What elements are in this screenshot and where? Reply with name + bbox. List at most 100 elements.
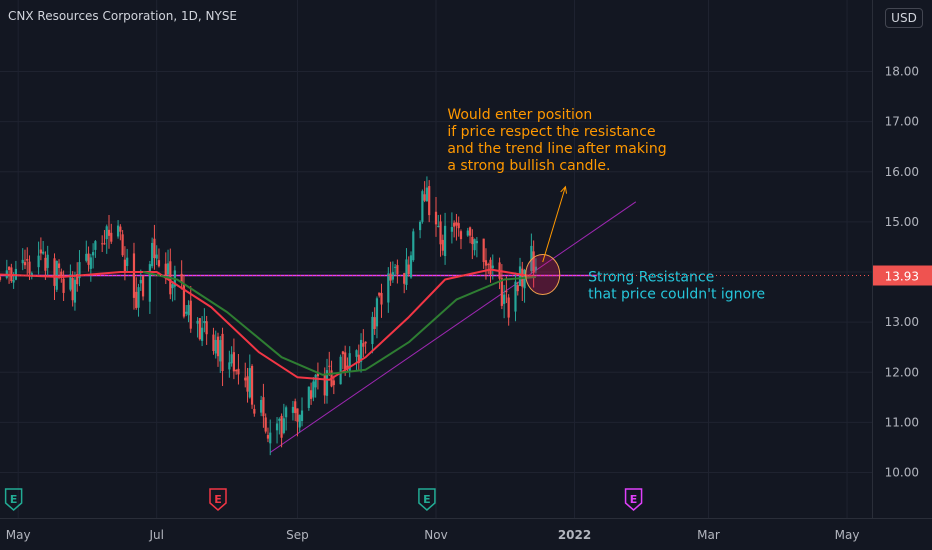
moving-average-1 (0, 268, 537, 381)
candle-body (46, 254, 49, 268)
time-tick-label: Sep (286, 528, 309, 542)
candle-body (101, 243, 104, 245)
candle (282, 403, 285, 435)
arrow-line (542, 186, 566, 263)
candle (482, 238, 485, 269)
note-orange-line: Would enter position (447, 107, 592, 123)
last-price-label: 13.93 (885, 270, 919, 284)
candle (110, 223, 113, 244)
candle-body (264, 417, 267, 432)
candle (260, 395, 263, 417)
candle (244, 362, 247, 388)
candle-body (348, 353, 351, 372)
candle (441, 234, 444, 256)
candle-body (116, 225, 120, 237)
candle (419, 220, 422, 239)
candle (468, 226, 472, 244)
candle (262, 383, 265, 428)
earnings-marker[interactable]: E (4, 488, 23, 511)
candle (37, 241, 40, 275)
candle (421, 189, 424, 224)
candle (323, 367, 326, 404)
candle (185, 305, 188, 317)
candle-body (105, 226, 108, 240)
candle-body (505, 291, 508, 293)
earnings-badge (4, 488, 23, 511)
candle-body (419, 221, 422, 231)
candle-body (244, 377, 247, 381)
candle (312, 377, 315, 402)
candle (107, 214, 111, 249)
candle (219, 335, 222, 373)
candle (235, 369, 238, 375)
candle (475, 237, 478, 258)
candle-body (250, 365, 254, 405)
candle-body (316, 373, 320, 377)
candle-body (339, 356, 342, 385)
candle (371, 311, 374, 354)
entry-circle (525, 254, 561, 296)
candle (153, 224, 156, 270)
candle-body (23, 262, 27, 266)
price-tick-label: 18.00 (885, 65, 919, 79)
candle (534, 258, 538, 274)
candle (171, 281, 174, 302)
note-blue-line: Strong Resistance (588, 270, 714, 286)
candle (450, 212, 453, 244)
earnings-marker[interactable]: E (624, 488, 643, 511)
candle-body (405, 259, 408, 285)
candle-body (359, 339, 363, 362)
candle (375, 296, 379, 339)
candle-body (151, 242, 154, 267)
candle-body (378, 292, 381, 296)
candle-body (62, 278, 65, 293)
note-orange-line: a strong bullish candle. (447, 158, 610, 174)
candle (73, 271, 77, 311)
candle-body (296, 408, 299, 422)
candle (182, 274, 186, 319)
candle-body (78, 262, 81, 279)
candle (250, 364, 254, 409)
candle-body (12, 280, 15, 283)
candle (105, 224, 108, 254)
candle-body (205, 321, 208, 335)
candle (300, 397, 304, 427)
candle-body (171, 284, 174, 289)
symbol-title[interactable]: CNX Resources Corporation, 1D, NYSE (8, 9, 238, 23)
candle-body (212, 334, 215, 351)
candle-body (434, 211, 438, 225)
candle-body (119, 226, 122, 232)
candle-body (189, 300, 192, 329)
arrow-head (560, 185, 568, 194)
currency-button[interactable]: USD (885, 8, 923, 28)
last-price-tag[interactable] (873, 265, 932, 286)
candle-body (180, 273, 183, 283)
earnings-marker[interactable]: E (209, 488, 227, 511)
candle (230, 346, 233, 367)
earnings-marker[interactable]: E (418, 488, 436, 511)
candle (228, 350, 231, 378)
candle-body (403, 273, 406, 284)
candle-body (530, 245, 533, 271)
candle-body (71, 277, 74, 301)
candle-body (310, 390, 313, 399)
moving-average-2 (142, 271, 536, 376)
candle-body (423, 194, 426, 201)
candle (166, 249, 170, 280)
candle-body (278, 418, 281, 421)
candle-body (314, 374, 317, 388)
candle (62, 270, 65, 301)
time-axis[interactable]: May Jul Sep Nov 2022 Mar May (0, 518, 932, 543)
candle-body (332, 380, 335, 386)
price-axis[interactable]: 10.0011.0012.0013.0014.0015.0016.0017.00… (872, 0, 932, 518)
candle (403, 272, 406, 294)
earnings-label: E (423, 493, 431, 506)
candle-body (439, 221, 442, 245)
candle-body (164, 263, 167, 276)
earnings-label: E (214, 493, 222, 506)
candle (237, 354, 240, 385)
